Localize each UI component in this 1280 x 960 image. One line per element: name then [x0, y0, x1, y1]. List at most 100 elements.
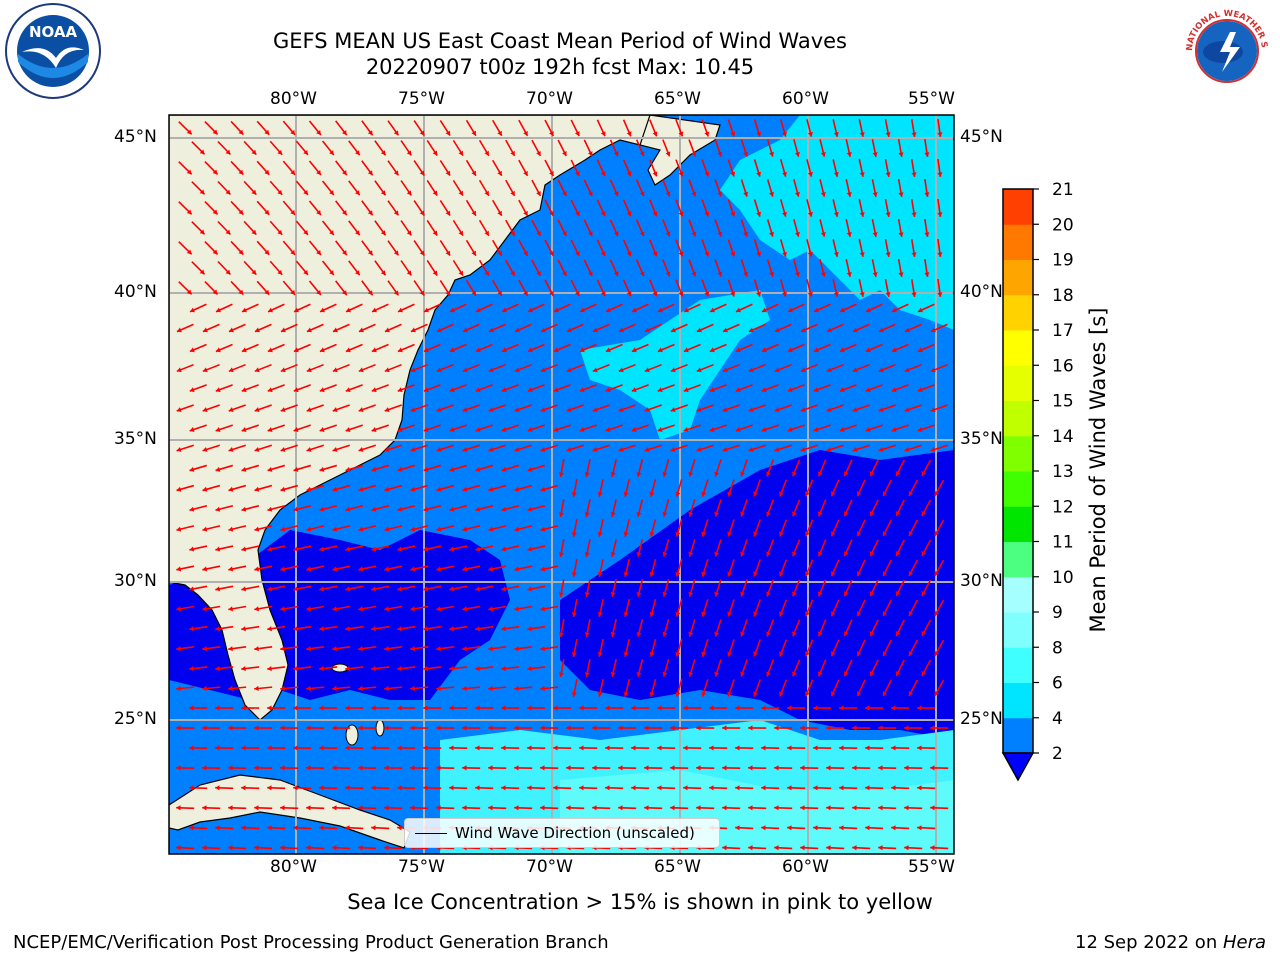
wave-arrow-head [484, 150, 489, 156]
wave-arrow-head [748, 805, 753, 811]
wave-arrow-head [306, 486, 312, 492]
wave-arrow-head [571, 492, 577, 497]
wave-arrow-head [397, 466, 403, 472]
wave-arrow-head [501, 626, 506, 632]
wave-arrow-head [670, 805, 675, 811]
wave-arrow-head [549, 210, 554, 216]
wave-arrow-head [917, 387, 923, 393]
wave-arrow-head [843, 471, 849, 477]
colorbar-segment [1003, 647, 1033, 683]
wave-arrow-head [662, 511, 668, 517]
wave-arrow-head [574, 171, 580, 177]
colorbar-segment [1003, 330, 1033, 366]
wave-arrow-head [571, 692, 577, 697]
wave-arrow-head [186, 129, 192, 135]
wave-arrow-head [937, 212, 943, 217]
wave-arrow-head [384, 526, 390, 532]
wave-arrow-head [924, 232, 930, 237]
wave-arrow-head [527, 427, 533, 432]
wave-arrow-head [514, 805, 519, 811]
wave-arrow-head [264, 289, 270, 295]
wave-arrow-head [241, 665, 246, 672]
wave-arrow-head [579, 387, 585, 393]
wave-arrow-head [306, 566, 312, 572]
wave-arrow-head [895, 471, 901, 477]
wave-arrow-head [649, 571, 655, 577]
wave-arrow-head [675, 571, 681, 577]
wave-arrow-head [839, 745, 844, 751]
wave-arrow-head [549, 170, 554, 176]
wave-arrow-head [665, 271, 671, 277]
wave-arrow-head [800, 805, 805, 811]
wave-arrow-head [727, 651, 733, 657]
wave-arrow-head [584, 592, 590, 597]
wave-arrow-head [449, 705, 454, 711]
wave-arrow-head [782, 131, 787, 137]
wave-arrow-head [670, 725, 675, 731]
wave-arrow-head [528, 307, 533, 313]
wave-arrow-head [475, 665, 480, 672]
wave-arrow-head [779, 651, 784, 657]
wave-arrow-head [280, 685, 285, 692]
wave-arrow-head [852, 765, 857, 771]
wave-arrow-head [762, 307, 767, 313]
wave-arrow-head [254, 765, 259, 771]
wave-arrow-head [410, 765, 415, 771]
wave-arrow-head [176, 327, 182, 333]
wave-arrow-head [779, 571, 784, 577]
wave-arrow-head [766, 471, 771, 477]
wave-arrow-head [774, 327, 780, 333]
wave-arrow-head [911, 172, 917, 177]
sea-ice-note: Sea Ice Concentration > 15% is shown in … [347, 890, 933, 914]
wave-arrow-head [228, 486, 234, 492]
wave-arrow-head [740, 511, 746, 517]
wave-arrow-head [623, 491, 629, 497]
wave-arrow-head [488, 685, 493, 692]
wave-arrow-head [872, 192, 878, 197]
wave-arrow-head [852, 845, 857, 851]
wave-arrow-head [306, 327, 312, 333]
wave-arrow-head [397, 586, 403, 592]
wave-arrow-head [332, 526, 338, 532]
wave-arrow-head [756, 131, 762, 137]
wave-arrow-head [215, 546, 221, 552]
wave-arrow-head [332, 805, 337, 811]
wave-arrow-head [904, 367, 910, 373]
wave-arrow-head [475, 546, 481, 552]
wave-arrow-head [371, 745, 376, 751]
wave-arrow-head [891, 705, 896, 711]
wave-arrow-head [792, 591, 797, 597]
wave-arrow-head [277, 149, 283, 155]
wave-arrow-head [735, 427, 741, 432]
plot-title: GEFS MEAN US East Coast Mean Period of W… [273, 29, 847, 53]
wave-arrow-head [580, 307, 585, 313]
wave-arrow-head [722, 407, 728, 413]
wave-arrow-head [779, 531, 784, 537]
wave-arrow-head [735, 387, 741, 393]
wave-arrow-head [345, 546, 351, 552]
wave-arrow-head [527, 546, 533, 552]
wave-arrow-head [813, 387, 819, 393]
wave-arrow-head [488, 446, 494, 452]
wave-arrow-head [215, 745, 220, 751]
wave-arrow-head [306, 805, 311, 811]
wave-arrow-head [186, 249, 192, 255]
wave-arrow-head [202, 805, 207, 811]
wave-arrow-head [254, 845, 259, 851]
wave-arrow-head [904, 805, 909, 811]
wave-arrow-head [792, 471, 797, 477]
wave-arrow-head [678, 291, 684, 297]
wave-arrow-head [670, 327, 676, 333]
wave-arrow-head [722, 805, 727, 811]
wave-arrow-head [277, 269, 283, 275]
wave-arrow-head [623, 611, 629, 617]
wave-arrow-head [800, 845, 805, 851]
wave-arrow-head [553, 427, 559, 432]
wave-arrow-head [293, 785, 298, 791]
wave-arrow-head [488, 566, 494, 572]
wave-arrow-head [306, 765, 311, 771]
wave-arrow-head [833, 131, 839, 137]
wave-arrow-head [202, 446, 208, 452]
wave-arrow-head [358, 526, 364, 532]
wave-arrow-head [769, 191, 775, 197]
